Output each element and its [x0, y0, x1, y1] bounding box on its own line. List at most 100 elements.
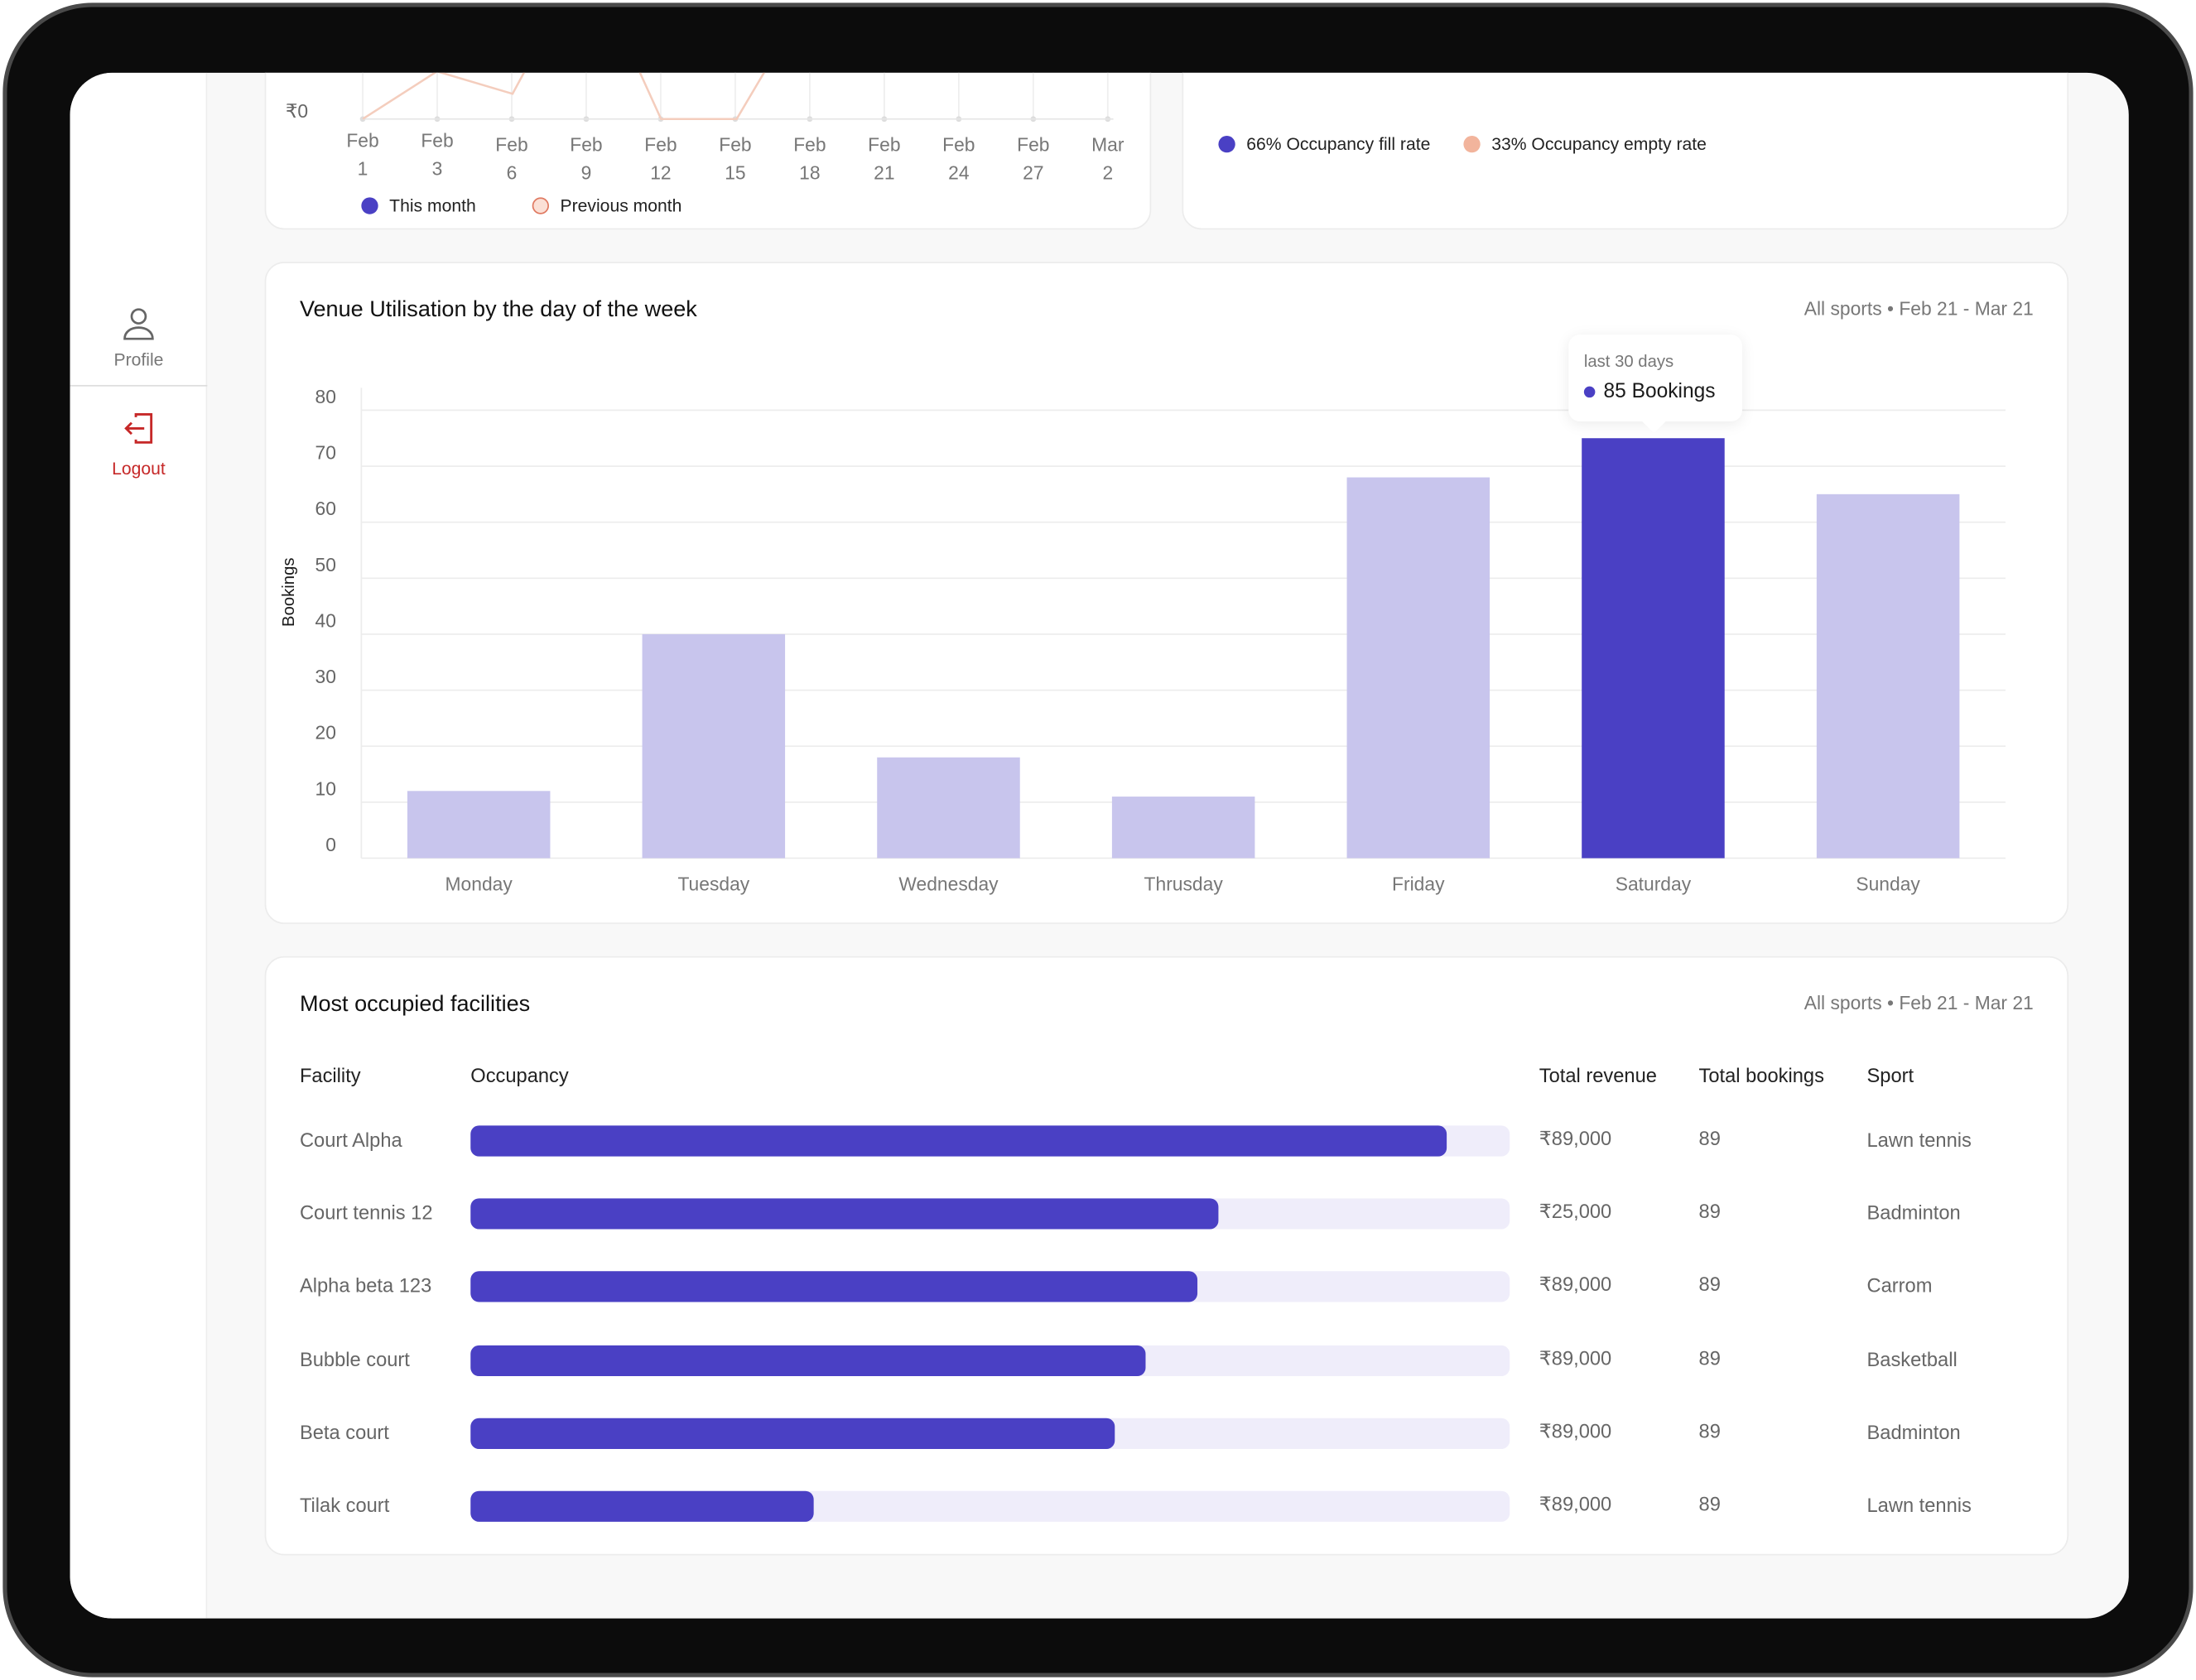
total-bookings: 89	[1698, 1492, 1721, 1515]
bar-chart	[360, 388, 2006, 859]
previous-month-line	[362, 72, 766, 120]
occupancy-fill	[470, 1198, 1219, 1230]
person-icon	[123, 308, 154, 340]
bar-saturday[interactable]	[1582, 438, 1725, 859]
sport: Lawn tennis	[1866, 1128, 1972, 1151]
filter-meta[interactable]: All sports • Feb 21 - Mar 21	[1804, 992, 2034, 1014]
sidebar-item-logout[interactable]: Logout	[70, 409, 208, 479]
x-tick-label: Friday	[1392, 874, 1445, 895]
occupancy-fill	[470, 1418, 1115, 1449]
occupancy-bar	[470, 1418, 1510, 1449]
legend-this-month: This month	[361, 195, 476, 216]
x-tick-label: Sunday	[1856, 874, 1920, 895]
occupancy-fill	[470, 1490, 814, 1522]
total-bookings: 89	[1698, 1345, 1721, 1369]
occupancy-fill	[470, 1271, 1198, 1303]
occupancy-bar	[470, 1125, 1510, 1157]
y-tick-label: 70	[315, 442, 336, 464]
legend-empty-rate: 33% Occupancy empty rate	[1463, 134, 1707, 154]
filter-meta[interactable]: All sports • Feb 21 - Mar 21	[1804, 298, 2034, 320]
x-tick-label: Feb 6	[495, 134, 528, 184]
sport: Lawn tennis	[1866, 1494, 1972, 1517]
legend-previous-month: Previous month	[532, 195, 682, 216]
occupancy-bar	[470, 1345, 1510, 1376]
x-tick-label: Mar 2	[1091, 134, 1124, 184]
x-tick-label: Saturday	[1615, 874, 1692, 895]
sidebar-item-profile[interactable]: Profile	[70, 306, 208, 370]
facility-name: Beta court	[299, 1420, 389, 1443]
total-revenue: ₹89,000	[1539, 1127, 1612, 1150]
card-title: Most occupied facilities	[299, 992, 531, 1017]
bar-thrusday[interactable]	[1111, 797, 1255, 859]
x-tick-label: Monday	[445, 874, 513, 895]
total-revenue: ₹89,000	[1539, 1345, 1612, 1369]
x-tick-label: Wednesday	[898, 874, 999, 895]
occupancy-bar	[470, 1198, 1510, 1230]
x-tick-label: Feb 21	[868, 134, 901, 184]
total-bookings: 89	[1698, 1200, 1721, 1223]
bar-tuesday[interactable]	[642, 633, 786, 859]
legend-dot	[1218, 136, 1235, 153]
occupancy-bar	[470, 1490, 1510, 1522]
sport: Badminton	[1866, 1420, 1961, 1443]
tooltip-period: last 30 days	[1583, 351, 1674, 372]
card-title: Venue Utilisation by the day of the week	[299, 298, 697, 322]
column-header-occupancy: Occupancy	[470, 1064, 569, 1087]
bar-monday[interactable]	[407, 791, 551, 859]
sport: Basketball	[1866, 1347, 1958, 1370]
total-revenue: ₹89,000	[1539, 1492, 1612, 1515]
facility-name: Court tennis 12	[299, 1201, 433, 1225]
x-tick-label: Feb 24	[942, 134, 975, 184]
app-screen: Profile Logout ₹0 Feb 1 Feb 3 Feb 6 Feb 9 Feb 12 F…	[70, 72, 2129, 1619]
x-tick-label: Feb 3	[421, 130, 454, 180]
revenue-line-chart	[359, 72, 1114, 123]
tooltip-value: 85 Bookings	[1583, 380, 1716, 403]
venue-utilisation-card: Venue Utilisation by the day of the week…	[264, 262, 2069, 924]
y-tick-label: 60	[315, 498, 336, 520]
occupancy-bar	[470, 1271, 1510, 1303]
tooltip-dot	[1583, 386, 1596, 398]
y-tick-label: 20	[315, 722, 336, 744]
revenue-chart-card: ₹0 Feb 1 Feb 3 Feb 6 Feb 9 Feb 12 Feb 15 Feb 18 Feb 21 F…	[264, 72, 1152, 230]
facility-name: Bubble court	[299, 1347, 410, 1370]
tooltip-value-text: 85 Bookings	[1603, 380, 1716, 403]
total-bookings: 89	[1698, 1127, 1721, 1150]
facility-name: Tilak court	[299, 1494, 390, 1517]
total-bookings: 89	[1698, 1419, 1721, 1442]
x-tick-label: Thrusday	[1144, 874, 1223, 895]
total-revenue: ₹89,000	[1539, 1273, 1612, 1296]
legend-dot	[532, 197, 549, 214]
facility-name: Court Alpha	[299, 1128, 402, 1151]
y-tick-label: 0	[325, 834, 336, 856]
legend-label: This month	[389, 195, 476, 216]
y-tick-label: 10	[315, 778, 336, 800]
sidebar-item-label: Logout	[112, 459, 166, 479]
legend-dot	[361, 197, 378, 214]
x-tick-label: Feb 9	[570, 134, 603, 184]
bar-sunday[interactable]	[1816, 493, 1960, 859]
legend-label: 33% Occupancy empty rate	[1491, 134, 1707, 154]
x-tick-label: Feb 12	[644, 134, 677, 184]
sidebar-item-label: Profile	[113, 349, 164, 370]
x-tick-label: Feb 27	[1017, 134, 1050, 184]
bar-wednesday[interactable]	[877, 757, 1020, 859]
x-tick-label: Feb 15	[719, 134, 752, 184]
column-header-revenue: Total revenue	[1539, 1064, 1657, 1087]
y-tick-label: 80	[315, 386, 336, 408]
total-revenue: ₹89,000	[1539, 1419, 1612, 1442]
legend-dot	[1463, 136, 1481, 153]
facilities-card: Most occupied facilities All sports • Fe…	[264, 956, 2069, 1556]
total-bookings: 89	[1698, 1273, 1721, 1296]
sidebar: Profile Logout	[70, 72, 208, 1619]
y-tick-label: 50	[315, 554, 336, 575]
y-tick-label: 30	[315, 666, 336, 688]
column-header-sport: Sport	[1866, 1064, 1914, 1087]
bar-friday[interactable]	[1346, 477, 1490, 859]
y-tick-label: ₹0	[285, 100, 309, 123]
legend-label: Previous month	[560, 195, 682, 216]
legend-fill-rate: 66% Occupancy fill rate	[1218, 134, 1430, 154]
occupancy-fill	[470, 1345, 1146, 1376]
y-tick-label: 40	[315, 610, 336, 632]
occupancy-card: 66% Occupancy fill rate 33% Occupancy em…	[1182, 72, 2069, 230]
sidebar-divider	[70, 384, 208, 387]
